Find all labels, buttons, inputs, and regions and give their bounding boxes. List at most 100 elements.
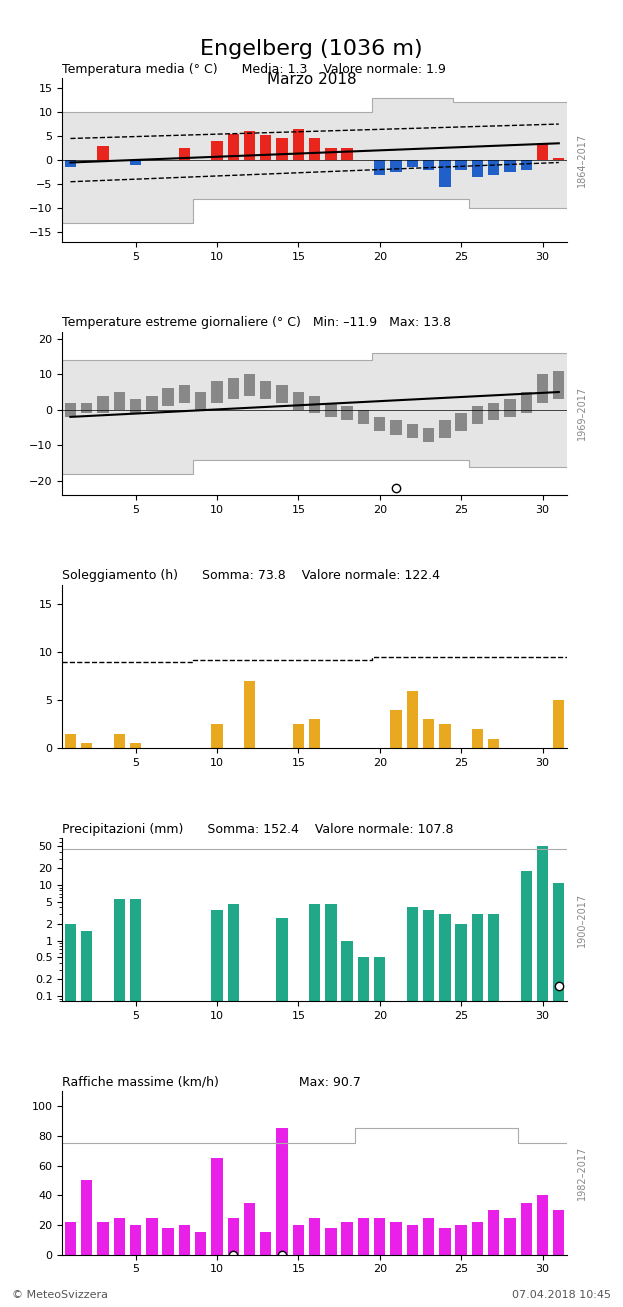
- Bar: [227, 904, 239, 1307]
- Text: 07.04.2018 10:45: 07.04.2018 10:45: [511, 1290, 611, 1300]
- Bar: [81, 1180, 92, 1255]
- Bar: [277, 919, 288, 1307]
- Text: Soleggiamento (h)      Somma: 73.8    Valore normale: 122.4: Soleggiamento (h) Somma: 73.8 Valore nor…: [62, 570, 440, 583]
- Bar: [130, 399, 141, 413]
- Bar: [211, 141, 222, 161]
- Bar: [65, 403, 76, 417]
- Bar: [341, 941, 353, 1307]
- Bar: [81, 931, 92, 1307]
- Bar: [113, 392, 125, 410]
- Bar: [65, 161, 76, 167]
- Bar: [309, 719, 320, 748]
- Bar: [423, 161, 434, 170]
- Bar: [277, 386, 288, 403]
- Bar: [244, 131, 255, 161]
- Bar: [390, 161, 402, 173]
- Bar: [195, 1233, 206, 1255]
- Bar: [472, 161, 483, 176]
- Bar: [277, 139, 288, 161]
- Bar: [179, 1225, 190, 1255]
- Bar: [211, 724, 222, 748]
- Bar: [407, 907, 418, 1307]
- Bar: [358, 410, 369, 423]
- Bar: [309, 1218, 320, 1255]
- Bar: [325, 148, 336, 161]
- Bar: [423, 911, 434, 1307]
- Bar: [553, 701, 564, 748]
- Bar: [407, 423, 418, 438]
- Bar: [244, 374, 255, 396]
- Bar: [488, 1210, 500, 1255]
- Bar: [130, 899, 141, 1307]
- Bar: [260, 135, 272, 161]
- Bar: [293, 1225, 304, 1255]
- Bar: [439, 914, 450, 1307]
- Bar: [309, 904, 320, 1307]
- Text: 1982–2017: 1982–2017: [577, 1146, 587, 1200]
- Bar: [130, 161, 141, 165]
- Bar: [195, 392, 206, 410]
- Bar: [65, 733, 76, 748]
- Bar: [553, 158, 564, 161]
- Bar: [537, 144, 548, 161]
- Bar: [113, 733, 125, 748]
- Bar: [472, 406, 483, 423]
- Bar: [179, 148, 190, 161]
- Text: 1900–2017: 1900–2017: [577, 893, 587, 946]
- Bar: [423, 1218, 434, 1255]
- Bar: [130, 1225, 141, 1255]
- Text: 1864–2017: 1864–2017: [577, 133, 587, 187]
- Bar: [130, 744, 141, 748]
- Bar: [521, 1202, 532, 1255]
- Bar: [163, 388, 174, 406]
- Bar: [407, 690, 418, 748]
- Bar: [325, 1229, 336, 1255]
- Bar: [211, 1158, 222, 1255]
- Bar: [390, 710, 402, 748]
- Bar: [390, 421, 402, 435]
- Bar: [325, 904, 336, 1307]
- Bar: [472, 729, 483, 748]
- Bar: [113, 1218, 125, 1255]
- Bar: [293, 392, 304, 410]
- Bar: [211, 911, 222, 1307]
- Bar: [504, 1218, 516, 1255]
- Bar: [553, 371, 564, 399]
- Bar: [455, 413, 467, 431]
- Bar: [97, 145, 108, 161]
- Bar: [472, 914, 483, 1307]
- Bar: [455, 924, 467, 1307]
- Bar: [488, 161, 500, 175]
- Bar: [113, 899, 125, 1307]
- Bar: [358, 1218, 369, 1255]
- Text: Temperature estreme giornaliere (° C)   Min: –11.9   Max: 13.8: Temperature estreme giornaliere (° C) Mi…: [62, 316, 451, 329]
- Bar: [439, 421, 450, 438]
- Text: 1969–2017: 1969–2017: [577, 387, 587, 440]
- Bar: [521, 392, 532, 413]
- Text: Temperatura media (° C)      Media: 1.3    Valore normale: 1.9: Temperatura media (° C) Media: 1.3 Valor…: [62, 63, 446, 76]
- Bar: [374, 1218, 386, 1255]
- Bar: [455, 161, 467, 170]
- Bar: [439, 161, 450, 187]
- Bar: [179, 386, 190, 403]
- Bar: [341, 406, 353, 421]
- Bar: [537, 846, 548, 1307]
- Bar: [407, 161, 418, 167]
- Text: © MeteoSvizzera: © MeteoSvizzera: [12, 1290, 108, 1300]
- Bar: [521, 161, 532, 170]
- Bar: [227, 1218, 239, 1255]
- Text: Raffiche massime (km/h)                    Max: 90.7: Raffiche massime (km/h) Max: 90.7: [62, 1076, 361, 1089]
- Bar: [423, 427, 434, 442]
- Bar: [65, 1222, 76, 1255]
- Bar: [146, 396, 158, 410]
- Bar: [455, 1225, 467, 1255]
- Bar: [325, 403, 336, 417]
- Bar: [390, 1222, 402, 1255]
- Bar: [97, 396, 108, 413]
- Bar: [504, 161, 516, 173]
- Bar: [227, 378, 239, 399]
- Bar: [374, 417, 386, 431]
- Bar: [244, 681, 255, 748]
- Bar: [537, 374, 548, 403]
- Bar: [407, 1225, 418, 1255]
